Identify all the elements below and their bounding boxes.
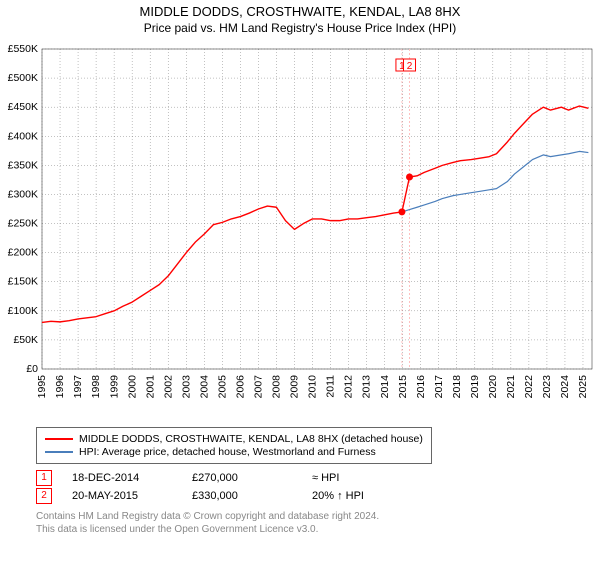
- svg-text:£150K: £150K: [8, 276, 38, 288]
- legend-box: MIDDLE DODDS, CROSTHWAITE, KENDAL, LA8 8…: [36, 427, 432, 464]
- tx-note: 20% ↑ HPI: [312, 490, 432, 502]
- svg-text:2008: 2008: [271, 375, 283, 399]
- svg-text:£200K: £200K: [8, 247, 38, 259]
- svg-text:£100K: £100K: [8, 305, 38, 317]
- tx-note: ≈ HPI: [312, 472, 432, 484]
- chart-title: MIDDLE DODDS, CROSTHWAITE, KENDAL, LA8 8…: [0, 4, 600, 19]
- svg-text:£0: £0: [26, 363, 38, 375]
- svg-text:1998: 1998: [90, 375, 102, 399]
- svg-text:1995: 1995: [36, 375, 48, 399]
- svg-text:1997: 1997: [72, 375, 84, 399]
- transactions-table: 1 18-DEC-2014 £270,000 ≈ HPI 2 20-MAY-20…: [36, 470, 600, 504]
- chart-subtitle: Price paid vs. HM Land Registry's House …: [0, 21, 600, 35]
- svg-text:£50K: £50K: [13, 334, 38, 346]
- svg-text:£400K: £400K: [8, 130, 38, 142]
- legend-swatch-icon: [45, 451, 73, 453]
- svg-text:2025: 2025: [577, 375, 589, 399]
- svg-text:2010: 2010: [307, 375, 319, 399]
- tx-number-badge: 2: [36, 488, 52, 504]
- svg-text:£350K: £350K: [8, 159, 38, 171]
- attribution-line: Contains HM Land Registry data © Crown c…: [36, 510, 600, 523]
- svg-text:2014: 2014: [379, 375, 391, 399]
- svg-text:2013: 2013: [361, 375, 373, 399]
- svg-text:£450K: £450K: [8, 101, 38, 113]
- svg-text:2000: 2000: [126, 375, 138, 399]
- svg-text:2023: 2023: [541, 375, 553, 399]
- svg-text:2018: 2018: [451, 375, 463, 399]
- table-row: 1 18-DEC-2014 £270,000 ≈ HPI: [36, 470, 600, 486]
- svg-text:2020: 2020: [487, 375, 499, 399]
- svg-text:1996: 1996: [54, 375, 66, 399]
- svg-text:£300K: £300K: [8, 188, 38, 200]
- svg-text:2016: 2016: [415, 375, 427, 399]
- svg-text:2024: 2024: [559, 375, 571, 399]
- svg-text:£500K: £500K: [8, 72, 38, 84]
- svg-text:2007: 2007: [253, 375, 265, 399]
- attribution-line: This data is licensed under the Open Gov…: [36, 523, 600, 536]
- legend-label: MIDDLE DODDS, CROSTHWAITE, KENDAL, LA8 8…: [79, 433, 423, 445]
- svg-text:£250K: £250K: [8, 218, 38, 230]
- svg-text:2: 2: [407, 61, 413, 72]
- svg-text:2003: 2003: [180, 375, 192, 399]
- chart-plot: £0 £50K £100K £150K £200K £250K £300K £350K £400…: [0, 41, 600, 421]
- legend-item: HPI: Average price, detached house, West…: [45, 446, 423, 458]
- svg-text:2004: 2004: [198, 375, 210, 399]
- tx-number-badge: 1: [36, 470, 52, 486]
- svg-text:2002: 2002: [162, 375, 174, 399]
- tx-price: £270,000: [192, 472, 312, 484]
- legend-swatch-icon: [45, 438, 73, 440]
- tx-date: 20-MAY-2015: [72, 490, 192, 502]
- svg-text:2015: 2015: [397, 375, 409, 399]
- svg-text:2005: 2005: [216, 375, 228, 399]
- svg-text:2021: 2021: [505, 375, 517, 399]
- svg-text:2009: 2009: [289, 375, 301, 399]
- svg-text:1999: 1999: [108, 375, 120, 399]
- svg-text:2019: 2019: [469, 375, 481, 399]
- svg-text:2006: 2006: [235, 375, 247, 399]
- svg-text:2001: 2001: [144, 375, 156, 399]
- svg-text:£550K: £550K: [8, 43, 38, 55]
- tx-price: £330,000: [192, 490, 312, 502]
- table-row: 2 20-MAY-2015 £330,000 20% ↑ HPI: [36, 488, 600, 504]
- tx-date: 18-DEC-2014: [72, 472, 192, 484]
- legend-label: HPI: Average price, detached house, West…: [79, 446, 376, 458]
- svg-text:2011: 2011: [325, 375, 337, 398]
- svg-text:2017: 2017: [433, 375, 445, 399]
- svg-text:2012: 2012: [343, 375, 355, 399]
- attribution-text: Contains HM Land Registry data © Crown c…: [36, 510, 600, 536]
- svg-text:2022: 2022: [523, 375, 535, 399]
- legend-item: MIDDLE DODDS, CROSTHWAITE, KENDAL, LA8 8…: [45, 433, 423, 445]
